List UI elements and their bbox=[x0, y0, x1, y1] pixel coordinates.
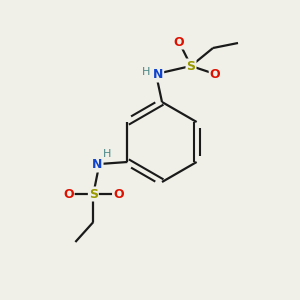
Text: H: H bbox=[103, 149, 112, 159]
Text: O: O bbox=[63, 188, 74, 200]
Text: N: N bbox=[92, 158, 103, 172]
Text: O: O bbox=[174, 35, 184, 49]
Text: S: S bbox=[187, 59, 196, 73]
Text: S: S bbox=[89, 188, 98, 200]
Text: H: H bbox=[142, 67, 150, 77]
Text: O: O bbox=[113, 188, 124, 200]
Text: N: N bbox=[153, 68, 163, 82]
Text: O: O bbox=[210, 68, 220, 80]
